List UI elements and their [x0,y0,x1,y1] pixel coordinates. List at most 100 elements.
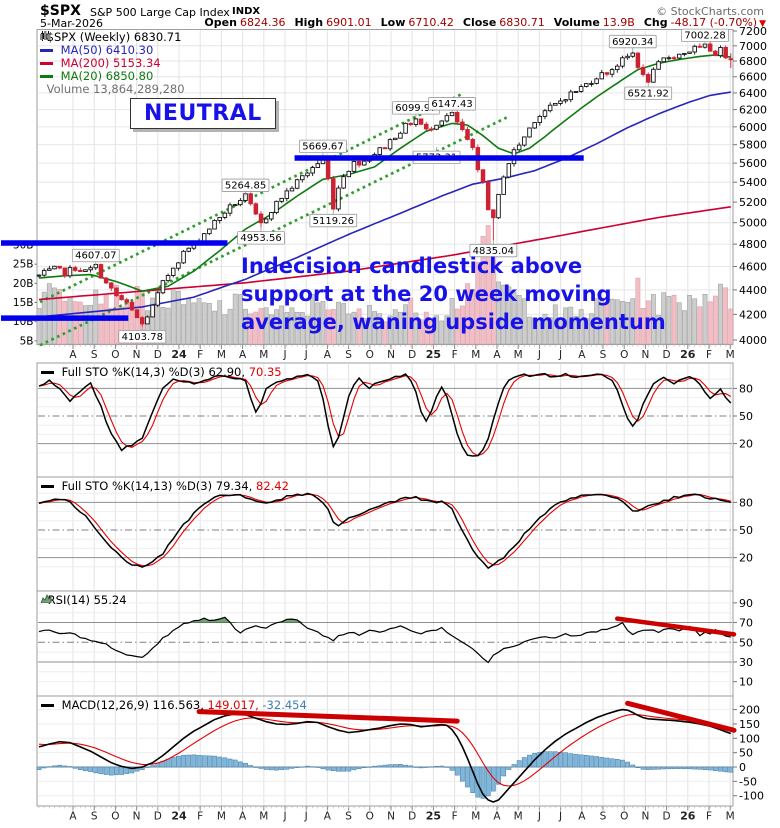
sto1-legend: Full STO %K(14,3) %D(3) 62.90, 70.35 [41,366,282,379]
sto1-line-icon [41,371,54,374]
macd-signal-value: 149.017, [207,698,259,712]
stockcharts-credit: © StockCharts.com [656,5,764,18]
svg-text:25: 25 [426,810,441,823]
main-legend: $SPX (Weekly) 6830.71 MA(50) 6410.30 MA(… [40,31,185,96]
svg-text:6000: 6000 [739,121,767,134]
svg-text:5669.67: 5669.67 [302,142,343,153]
svg-text:30: 30 [739,656,753,669]
svg-text:6600: 6600 [739,71,767,84]
svg-text:M: M [726,811,735,823]
svg-text:6400: 6400 [739,87,767,100]
svg-text:6099.97: 6099.97 [395,103,436,114]
chart-date: 5-Mar-2026 [40,17,103,30]
quote-bar: Open 6824.36 High 6901.01 Low 6710.42 Close 683… [204,16,766,29]
svg-text:O: O [111,349,119,361]
ticker-symbol: $SPX [40,3,81,19]
svg-text:D: D [663,349,671,361]
rsi-legend-value: RSI(14) 55.24 [47,593,127,607]
svg-text:J: J [537,349,541,361]
svg-text:5119.26: 5119.26 [313,216,354,227]
svg-text:A: A [324,811,332,823]
svg-text:5000: 5000 [739,217,767,230]
svg-text:N: N [641,349,649,361]
svg-text:F: F [452,811,458,823]
macd-hist-value: -32.454 [262,698,307,712]
svg-text:J: J [304,349,308,361]
svg-text:4600: 4600 [739,261,767,274]
sto1-legend-values: Full STO %K(14,3) %D(3) 62.90, [61,365,246,379]
sto2-legend-values: Full STO %K(14,13) %D(3) 79.34, [61,479,253,493]
svg-text:M: M [259,349,268,361]
svg-text:F: F [197,349,203,361]
svg-text:F: F [706,811,712,823]
sto2-legend: Full STO %K(14,13) %D(3) 79.34, 82.42 [41,480,289,493]
svg-text:6521.92: 6521.92 [628,88,669,99]
svg-text:S: S [600,349,607,361]
svg-text:6147.43: 6147.43 [431,99,472,110]
svg-text:-100: -100 [739,790,764,803]
volume-legend: Volume 13,864,289,280 [46,82,185,96]
ma20-legend: MA(20) 6850.80 [60,69,154,83]
svg-text:M: M [471,349,480,361]
svg-text:O: O [620,811,628,823]
svg-text:M: M [259,811,268,823]
svg-text:200: 200 [739,704,760,717]
svg-text:50: 50 [739,747,753,760]
svg-text:4103.78: 4103.78 [122,332,163,343]
svg-text:100: 100 [739,732,760,745]
svg-text:N: N [387,349,395,361]
svg-text:J: J [537,811,541,823]
svg-text:O: O [620,349,628,361]
svg-text:7000: 7000 [739,40,767,53]
svg-text:A: A [578,811,586,823]
svg-text:4800: 4800 [739,238,767,251]
svg-text:4835.04: 4835.04 [473,246,514,257]
svg-text:J: J [558,349,562,361]
ma200-line-icon [40,62,53,65]
svg-text:4400: 4400 [739,284,767,297]
main-legend-title: $SPX (Weekly) 6830.71 [46,30,182,44]
svg-text:O: O [366,811,374,823]
macd-line-icon [41,704,54,707]
svg-text:5200: 5200 [739,196,767,209]
svg-text:F: F [197,811,203,823]
svg-text:150: 150 [739,718,760,731]
svg-text:S: S [345,811,352,823]
svg-text:5600: 5600 [739,157,767,170]
sto1-legend-d-value: 70.35 [248,365,282,379]
svg-text:20: 20 [739,552,753,565]
svg-text:50: 50 [739,524,753,537]
svg-text:D: D [154,811,162,823]
svg-text:10: 10 [739,676,753,689]
svg-text:S: S [91,811,98,823]
svg-text:D: D [663,811,671,823]
svg-text:25: 25 [426,348,441,361]
svg-text:25B: 25B [13,259,34,271]
ma50-line-icon [40,49,53,52]
svg-text:26: 26 [680,810,696,823]
sto2-legend-d-value: 82.42 [256,479,289,493]
svg-text:D: D [408,349,416,361]
svg-text:5400: 5400 [739,176,767,189]
svg-text:M: M [514,349,523,361]
svg-text:7002.28: 7002.28 [684,31,725,42]
svg-text:-50: -50 [739,775,757,788]
svg-text:4953.56: 4953.56 [240,233,281,244]
neutral-annotation: NEUTRAL [130,98,276,129]
svg-text:N: N [387,811,395,823]
svg-text:A: A [239,811,247,823]
exchange-tag: INDX [232,6,261,17]
ma200-legend: MA(200) 5153.34 [60,56,161,70]
svg-text:M: M [217,811,226,823]
svg-text:80: 80 [739,496,753,509]
sto2-line-icon [41,485,54,488]
rsi-legend: RSI(14) 55.24 [41,594,127,607]
ma50-legend: MA(50) 6410.30 [60,43,154,57]
analysis-note: Indecision candlestick above support at t… [241,254,666,334]
svg-text:N: N [641,811,649,823]
svg-text:J: J [558,811,562,823]
svg-text:15B: 15B [13,297,34,309]
svg-text:S: S [345,349,352,361]
svg-text:5264.85: 5264.85 [225,181,266,192]
